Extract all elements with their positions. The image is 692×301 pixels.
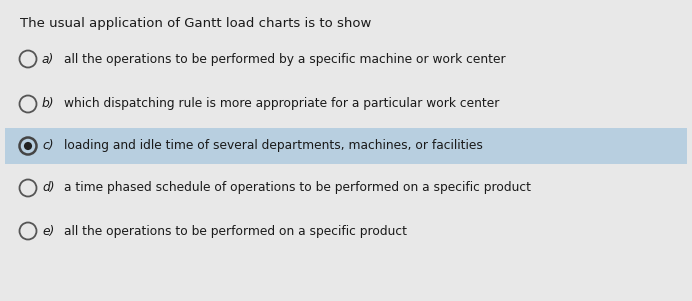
Text: all the operations to be performed by a specific machine or work center: all the operations to be performed by a … xyxy=(64,52,506,66)
Text: c): c) xyxy=(42,139,53,153)
Text: a time phased schedule of operations to be performed on a specific product: a time phased schedule of operations to … xyxy=(64,182,531,194)
Text: which dispatching rule is more appropriate for a particular work center: which dispatching rule is more appropria… xyxy=(64,98,500,110)
Text: a): a) xyxy=(42,52,54,66)
Circle shape xyxy=(24,142,32,150)
Text: e): e) xyxy=(42,225,54,237)
Text: all the operations to be performed on a specific product: all the operations to be performed on a … xyxy=(64,225,407,237)
FancyBboxPatch shape xyxy=(5,128,687,164)
Text: d): d) xyxy=(42,182,55,194)
Text: b): b) xyxy=(42,98,55,110)
Text: The usual application of Gantt load charts is to show: The usual application of Gantt load char… xyxy=(20,17,372,30)
Text: loading and idle time of several departments, machines, or facilities: loading and idle time of several departm… xyxy=(64,139,483,153)
